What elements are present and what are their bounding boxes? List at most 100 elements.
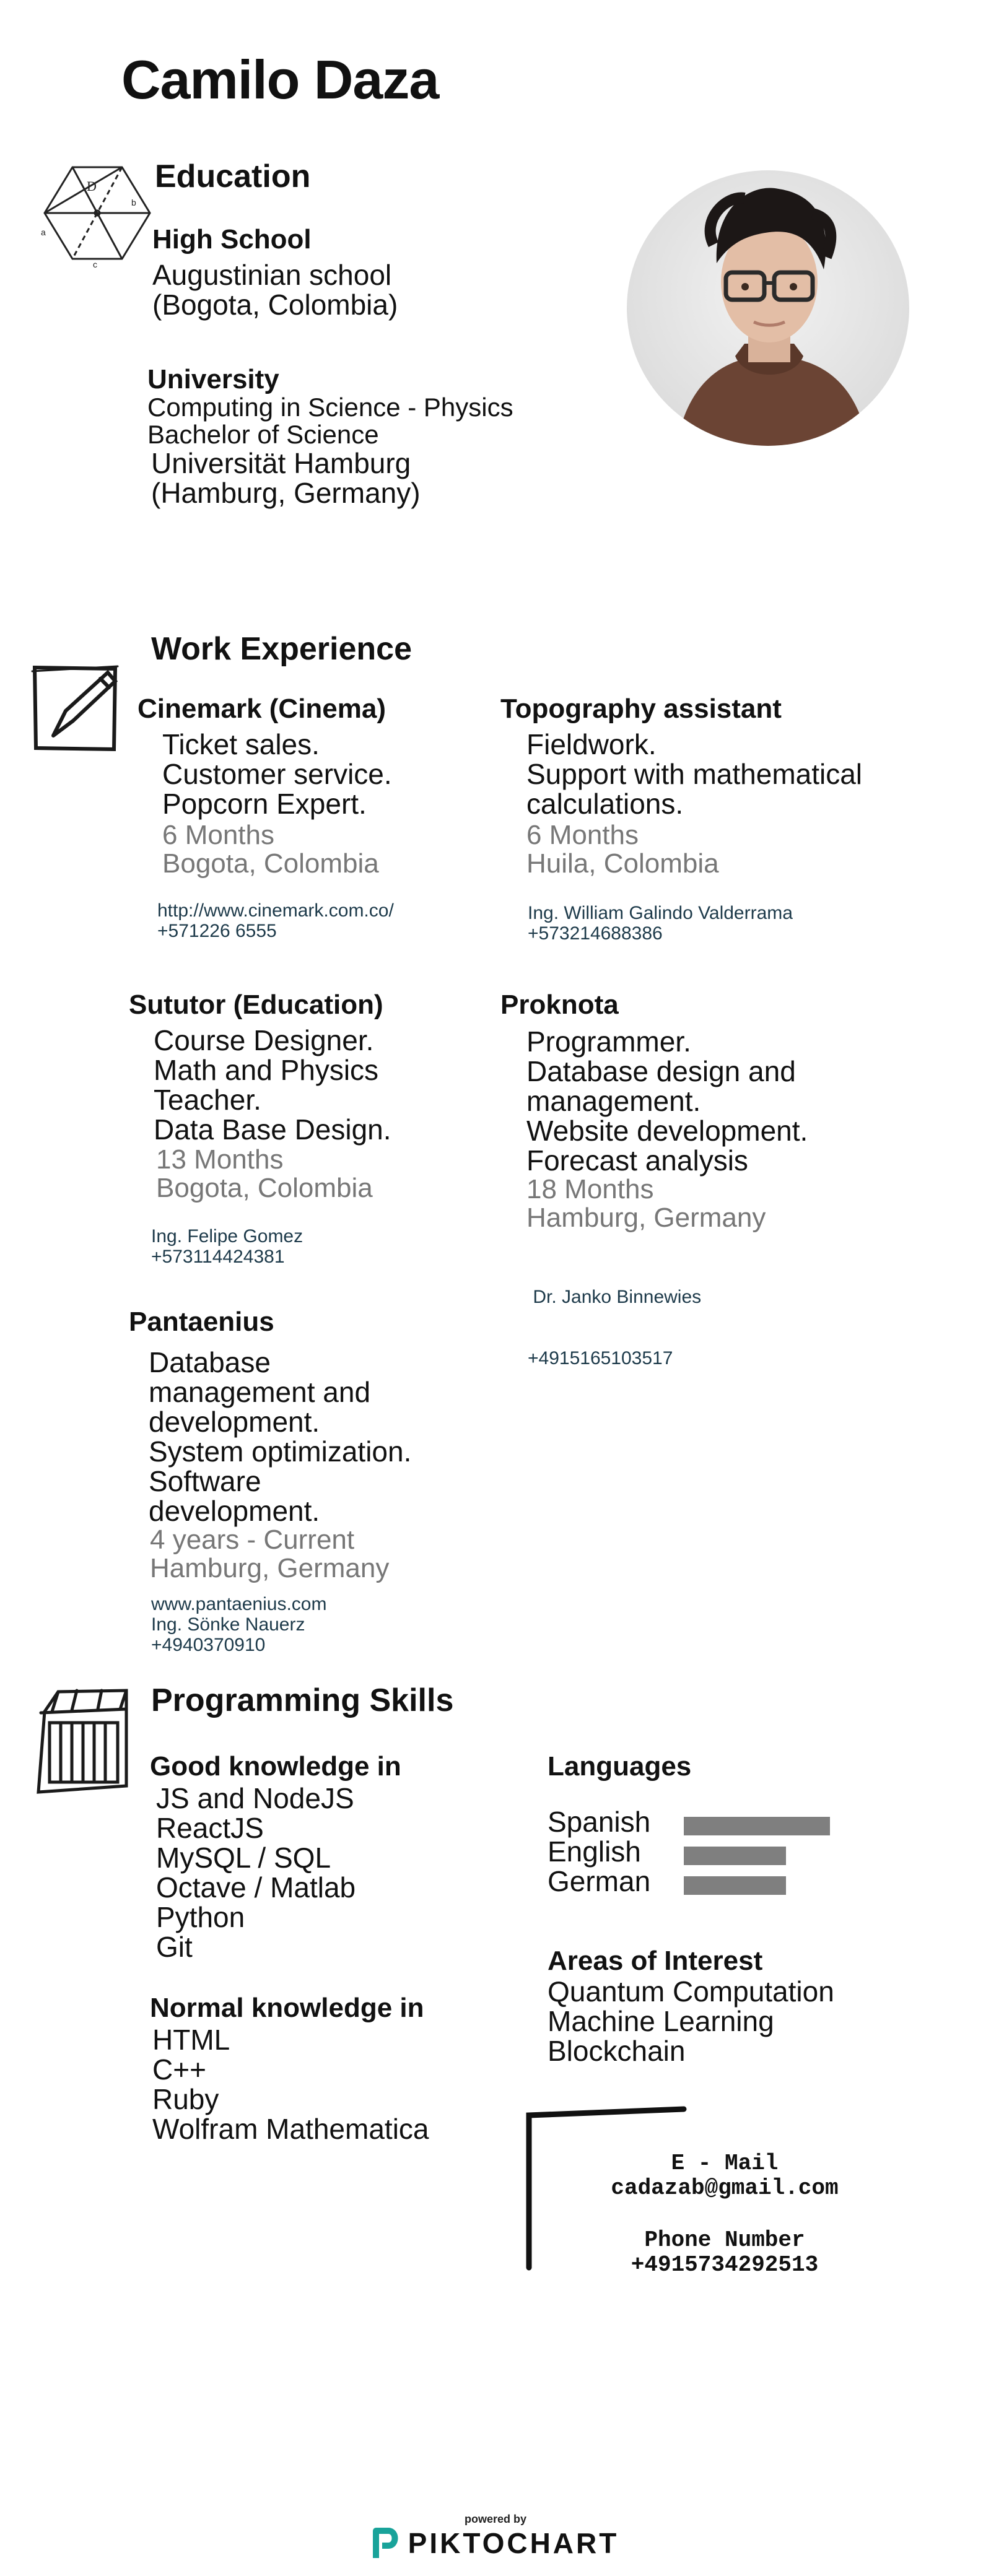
job-duty: Software (149, 1465, 261, 1497)
job-duty: Data Base Design. (154, 1113, 391, 1146)
avatar (627, 170, 909, 446)
skill-item: Ruby (152, 2083, 219, 2115)
job-company: Topography assistant (500, 694, 782, 724)
job-duties: Ticket sales. Customer service. Popcorn … (162, 729, 392, 819)
job-duty: management and (149, 1376, 371, 1408)
job-location: Hamburg, Germany (526, 1203, 766, 1233)
job-duty: Customer service. (162, 758, 392, 790)
job-duty: calculations. (526, 788, 684, 820)
interest-item: Quantum Computation (548, 1975, 834, 2008)
job-contact: http://www.cinemark.com.co/ +571226 6555 (157, 900, 394, 941)
page-title: Camilo Daza (121, 49, 439, 110)
skill-item: JS and NodeJS (156, 1782, 354, 1814)
job-duties: Programmer. Database design and manageme… (526, 1027, 808, 1175)
job-duration: 13 Months (156, 1144, 284, 1175)
piktochart-footer[interactable]: PIKTOCHART (0, 2526, 991, 2562)
university-details: Universität Hamburg (Hamburg, Germany) (151, 448, 421, 508)
language-name: English (548, 1835, 641, 1868)
geometry-sketch-icon: D a b c (41, 166, 151, 268)
job-duty: management. (526, 1085, 701, 1117)
job-meta: 6 Months Bogota, Colombia (162, 821, 379, 878)
job-company: Proknota (500, 990, 619, 1020)
job-duration: 6 Months (162, 820, 274, 850)
languages-label: Languages (548, 1751, 692, 1782)
svg-text:a: a (41, 227, 46, 237)
job-contact-name: Ing. William Galindo Valderrama (528, 903, 793, 923)
job-company: Pantaenius (129, 1307, 274, 1337)
university-degree-line: Computing in Science - Physics (147, 393, 513, 422)
skill-item: Wolfram Mathematica (152, 2113, 429, 2145)
job-duration: 4 years - Current (150, 1525, 355, 1555)
job-duty: Support with mathematical (526, 758, 863, 790)
contact-box-corner (526, 2106, 687, 2271)
job-duties: Course Designer. Math and Physics Teache… (154, 1025, 391, 1144)
job-duty: Forecast analysis (526, 1144, 748, 1177)
job-contact-name: Ing. Sönke Nauerz (151, 1614, 305, 1635)
job-contact-phone: +571226 6555 (157, 921, 277, 941)
svg-text:c: c (93, 259, 97, 268)
job-duty: Fieldwork. (526, 728, 657, 760)
job-duty: Database (149, 1346, 271, 1378)
good-knowledge-list: JS and NodeJS ReactJS MySQL / SQL Octave… (156, 1783, 356, 1962)
job-duty: Teacher. (154, 1084, 261, 1116)
skill-item: C++ (152, 2053, 206, 2086)
language-name: Spanish (548, 1806, 651, 1838)
high-school-label: High School (152, 224, 312, 255)
job-contact: Ing. Felipe Gomez +573114424381 (151, 1226, 303, 1267)
avatar-illustration (676, 188, 868, 446)
university-degree: Computing in Science - Physics Bachelor … (147, 394, 513, 448)
job-contact-link[interactable]: http://www.cinemark.com.co/ (157, 900, 394, 921)
job-duty: development. (149, 1495, 320, 1527)
job-location: Huila, Colombia (526, 848, 719, 879)
skill-item: Octave / Matlab (156, 1871, 356, 1904)
university-degree-line: Bachelor of Science (147, 420, 379, 449)
job-meta: 13 Months Bogota, Colombia (156, 1146, 373, 1203)
language-level-bar (684, 1876, 786, 1895)
interests-list: Quantum Computation Machine Learning Blo… (548, 1977, 834, 2066)
interest-item: Machine Learning (548, 2005, 774, 2037)
pencil-sketch-icon (31, 665, 119, 752)
high-school-line: (Bogota, Colombia) (152, 289, 398, 321)
job-contact-name: Ing. Felipe Gomez (151, 1226, 303, 1247)
university-label: University (147, 364, 279, 394)
job-duty: Popcorn Expert. (162, 788, 367, 820)
skill-item: Python (156, 1901, 245, 1933)
piktochart-logo-icon (372, 2528, 398, 2558)
job-duration: 6 Months (526, 820, 639, 850)
email-label: E - Mail (671, 2151, 779, 2176)
good-knowledge-label: Good knowledge in (150, 1751, 401, 1782)
job-duty: development. (149, 1406, 320, 1438)
job-duty: System optimization. (149, 1435, 412, 1468)
interests-label: Areas of Interest (548, 1946, 763, 1976)
job-contact-phone: +4940370910 (151, 1635, 266, 1655)
job-meta: 4 years - Current Hamburg, Germany (150, 1526, 389, 1583)
job-contact: Ing. William Galindo Valderrama +5732146… (528, 903, 793, 944)
skills-heading: Programming Skills (151, 1682, 454, 1718)
job-duty: Math and Physics (154, 1054, 379, 1086)
contact-box: E - Mail cadazab@gmail.com Phone Number … (557, 2151, 892, 2278)
job-company: Cinemark (Cinema) (138, 694, 386, 724)
interest-item: Blockchain (548, 2035, 686, 2067)
language-level-bar (684, 1817, 830, 1835)
language-level-bar (684, 1847, 786, 1865)
email-value[interactable]: cadazab@gmail.com (611, 2175, 839, 2201)
piktochart-brand: PIKTOCHART (408, 2527, 619, 2559)
job-contact: www.pantaenius.com Ing. Sönke Nauerz +49… (151, 1594, 326, 1655)
job-duty: Database design and (526, 1055, 796, 1087)
job-duties: Fieldwork. Support with mathematical cal… (526, 729, 862, 819)
language-name: German (548, 1865, 651, 1897)
work-heading: Work Experience (151, 631, 413, 667)
skill-item: MySQL / SQL (156, 1842, 331, 1874)
normal-knowledge-label: Normal knowledge in (150, 1993, 424, 2023)
job-contact-link[interactable]: www.pantaenius.com (151, 1594, 327, 1614)
job-duties: Database management and development. Sys… (149, 1347, 411, 1526)
job-contact-phone: +4915165103517 (528, 1348, 673, 1368)
job-contact: Dr. Janko Binnewies +4915165103517 (528, 1246, 701, 1389)
job-contact-name: Dr. Janko Binnewies (528, 1287, 702, 1307)
job-meta: 6 Months Huila, Colombia (526, 821, 719, 878)
skill-item: ReactJS (156, 1812, 264, 1844)
phone-value: +4915734292513 (631, 2252, 819, 2278)
job-duty: Course Designer. (154, 1024, 374, 1056)
languages-list: Spanish English German (548, 1807, 650, 1896)
university-line: Universität Hamburg (151, 447, 411, 479)
